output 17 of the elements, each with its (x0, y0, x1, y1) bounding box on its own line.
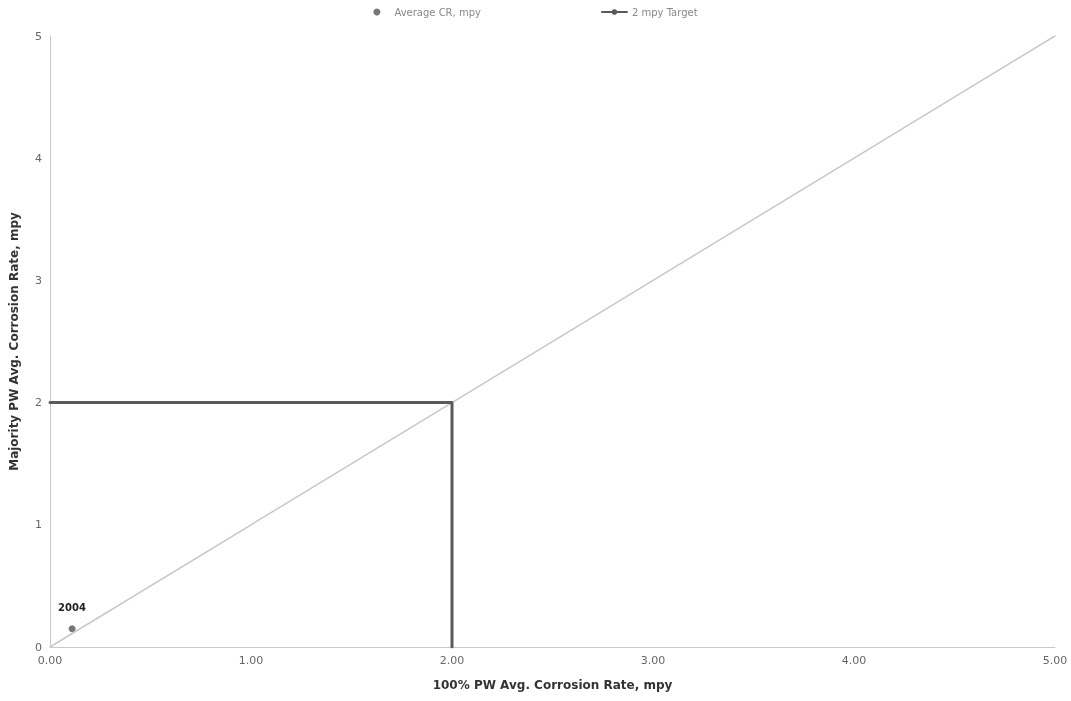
annotation: 2004 (58, 602, 86, 614)
y-tick-label: 5 (35, 29, 42, 43)
y-tick-label: 4 (35, 151, 42, 165)
legend-label: Average CR, mpy (394, 6, 482, 18)
y-tick-label: 3 (35, 273, 42, 287)
x-tick-label: 5.00 (1042, 654, 1068, 667)
x-axis-title: 100% PW Avg. Corrosion Rate, mpy (432, 678, 673, 692)
y-tick-label: 2 (35, 396, 42, 410)
y-axis-title: Majority PW Avg. Corrosion Rate, mpy (7, 212, 21, 471)
x-tick-label: 1.00 (238, 654, 264, 667)
y-tick-label: 0 (35, 640, 42, 654)
x-tick-label: 4.00 (841, 654, 867, 667)
x-tick-label: 2.00 (439, 654, 465, 667)
legend-label: 2 mpy Target (631, 6, 698, 18)
x-tick-label: 0.00 (37, 654, 63, 667)
x-tick-label: 3.00 (640, 654, 666, 667)
y-tick-label: 1 (35, 518, 42, 532)
